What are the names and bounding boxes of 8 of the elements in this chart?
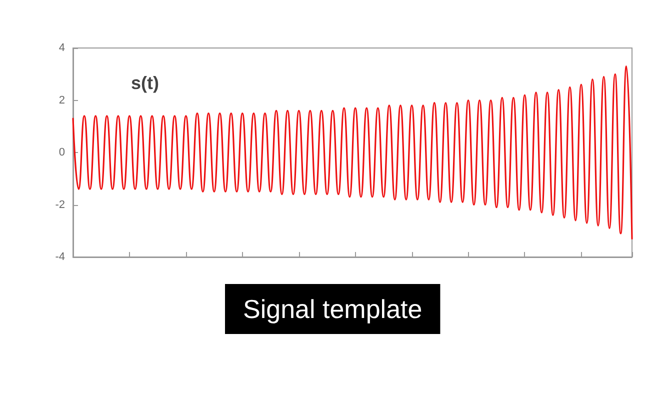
y-tick-label: 0 [58, 146, 65, 158]
y-tick-label: -2 [55, 198, 65, 211]
y-tick-label: -4 [55, 251, 65, 263]
text: Signal template [243, 294, 422, 324]
series-label: s(t) [131, 73, 159, 93]
y-tick-label: 4 [58, 42, 65, 54]
y-tick-label: 2 [58, 94, 65, 106]
line-series [72, 65, 633, 240]
